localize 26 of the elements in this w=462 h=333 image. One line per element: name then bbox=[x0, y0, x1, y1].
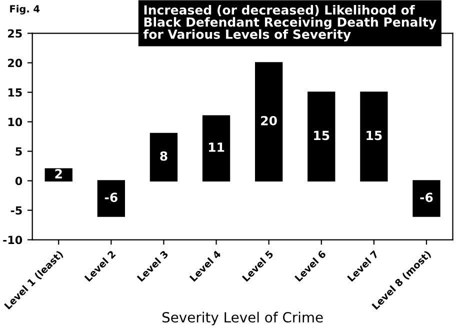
data-label: 2 bbox=[55, 169, 62, 178]
data-label: 15 bbox=[314, 130, 330, 140]
y-tick-label: -5 bbox=[10, 206, 22, 215]
bar bbox=[412, 180, 440, 217]
y-tick-label: 25 bbox=[8, 29, 22, 38]
caption: Fig. 4 bbox=[10, 4, 40, 14]
bar bbox=[254, 62, 283, 182]
chart-title: Increased (or decreased) Likelihood of Black Defendant Receiving Death Penalty for Various Levels of Severity bbox=[143, 4, 436, 42]
bar bbox=[360, 92, 388, 182]
data-label: 20 bbox=[261, 116, 277, 126]
data-label: 15 bbox=[366, 130, 382, 140]
bar bbox=[202, 115, 230, 182]
y-tick-label: -10 bbox=[3, 236, 22, 244]
bar bbox=[308, 92, 336, 182]
y-tick-label: 0 bbox=[15, 176, 22, 186]
data-label: -6 bbox=[420, 192, 433, 202]
y-tick-label: 20 bbox=[8, 58, 22, 68]
y-tick-label: 5 bbox=[16, 147, 22, 156]
bar bbox=[97, 180, 125, 217]
x-axis-title: Severity Level of Crime bbox=[162, 312, 323, 326]
bar bbox=[150, 132, 178, 182]
y-tick-label: 10 bbox=[8, 118, 22, 126]
y-tick-label: 15 bbox=[8, 88, 22, 97]
data-label: -6 bbox=[104, 192, 118, 202]
data-label: 8 bbox=[160, 151, 168, 161]
data-label: 11 bbox=[208, 142, 224, 152]
